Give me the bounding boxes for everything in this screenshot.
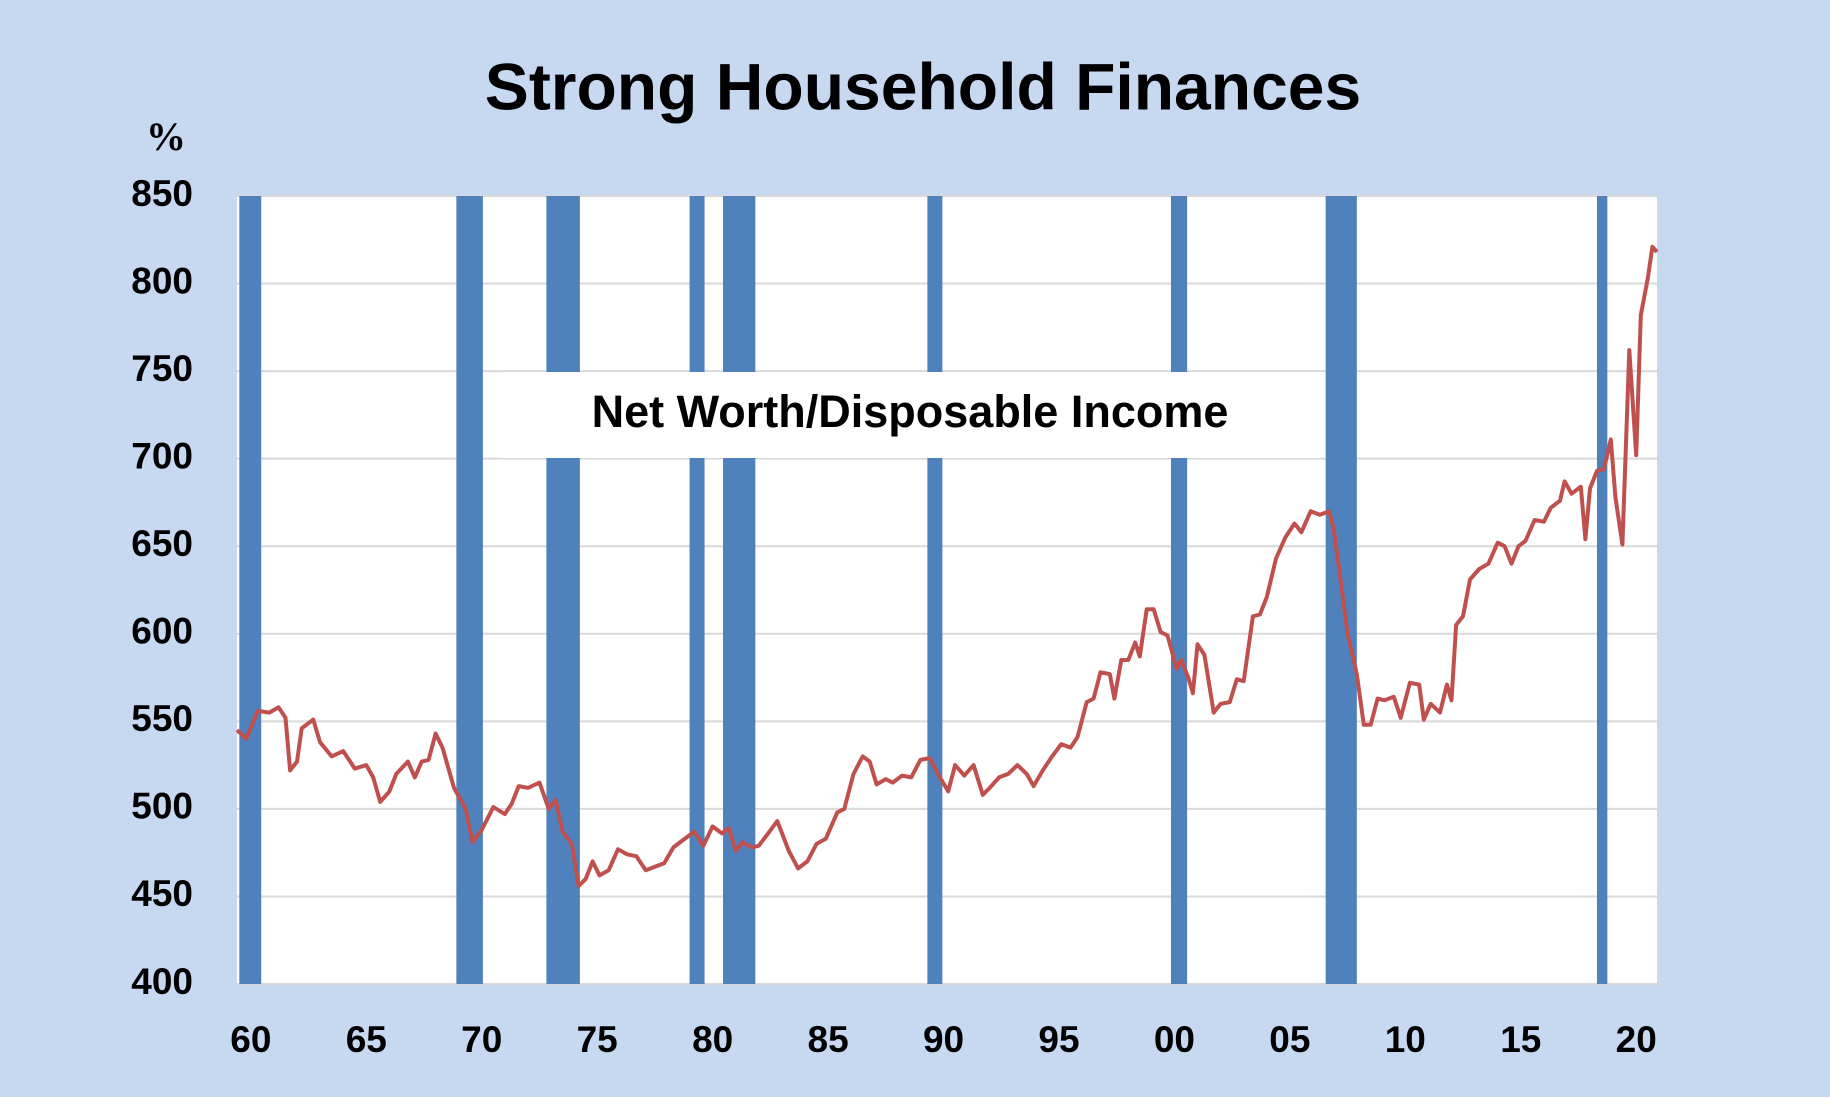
y-tick-label: 800 [131,260,193,301]
recession-band [927,196,943,984]
x-tick-label: 85 [808,1019,849,1060]
recession-band [1596,196,1608,984]
y-tick-label: 550 [131,698,193,739]
recession-band [239,196,262,984]
y-axis-label: % [146,114,186,159]
x-tick-label: 15 [1500,1019,1541,1060]
x-tick-label: 05 [1269,1019,1310,1060]
x-tick-label: 90 [923,1019,964,1060]
x-tick-label: 10 [1385,1019,1426,1060]
y-tick-label: 600 [131,611,193,652]
y-tick-label: 500 [131,786,193,827]
y-tick-label: 450 [131,873,193,914]
y-tick-label: 750 [131,348,193,389]
y-tick-label: 650 [131,523,193,564]
recession-band [723,196,756,984]
y-tick-label: 400 [131,961,193,1002]
x-tick-label: 70 [461,1019,502,1060]
x-tick-label: 00 [1154,1019,1195,1060]
y-tick-label: 700 [131,435,193,476]
x-tick-label: 65 [346,1019,387,1060]
x-tick-label: 20 [1616,1019,1657,1060]
chart-title: Strong Household Finances [485,49,1361,123]
recession-band [1170,196,1188,984]
x-tick-label: 80 [692,1019,733,1060]
x-tick-label: 95 [1038,1019,1079,1060]
annotation: Net Worth/Disposable Income [592,386,1229,437]
recession-band [689,196,705,984]
data-line [235,244,1659,888]
x-tick-label: 60 [230,1019,271,1060]
y-tick-label: 850 [131,173,193,214]
recession-band [456,196,483,984]
x-tick-label: 75 [577,1019,618,1060]
annotation-box [502,372,1320,458]
plot-area [237,196,1657,984]
